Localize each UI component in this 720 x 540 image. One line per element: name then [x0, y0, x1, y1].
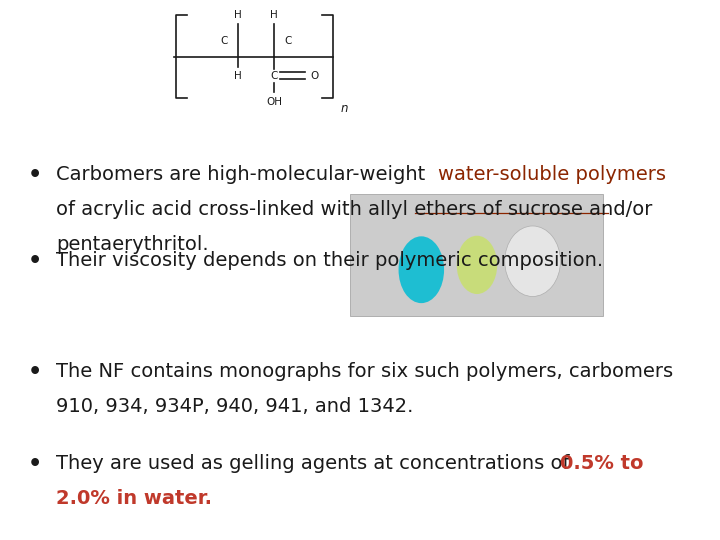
Text: O: O — [311, 71, 319, 80]
Text: OH: OH — [266, 97, 282, 107]
Text: H: H — [234, 71, 242, 80]
Text: 2.0% in water.: 2.0% in water. — [56, 489, 212, 508]
Text: of acrylic acid cross-linked with allyl ethers of sucrose and/or: of acrylic acid cross-linked with allyl … — [56, 200, 652, 219]
Text: •: • — [27, 251, 42, 271]
Text: C: C — [220, 36, 228, 46]
Text: C: C — [271, 71, 278, 80]
Text: 910, 934, 934P, 940, 941, and 1342.: 910, 934, 934P, 940, 941, and 1342. — [56, 397, 413, 416]
Text: C: C — [284, 36, 292, 46]
Text: •: • — [27, 454, 42, 474]
Text: •: • — [27, 362, 42, 382]
Text: water-soluble polymers: water-soluble polymers — [438, 165, 665, 184]
Text: pentaerythritol.: pentaerythritol. — [56, 235, 209, 254]
Text: 0.5% to: 0.5% to — [559, 454, 643, 472]
Text: Carbomers are high-molecular-weight: Carbomers are high-molecular-weight — [56, 165, 431, 184]
Ellipse shape — [399, 237, 444, 303]
Ellipse shape — [505, 226, 560, 296]
Text: Their viscosity depends on their polymeric composition.: Their viscosity depends on their polymer… — [56, 251, 603, 270]
Text: n: n — [340, 102, 348, 114]
Text: The NF contains monographs for six such polymers, carbomers: The NF contains monographs for six such … — [56, 362, 673, 381]
Text: They are used as gelling agents at concentrations of: They are used as gelling agents at conce… — [56, 454, 576, 472]
Text: H: H — [271, 10, 278, 21]
Ellipse shape — [456, 235, 498, 294]
Text: •: • — [27, 165, 42, 185]
Bar — [351, 194, 603, 316]
Text: H: H — [234, 10, 242, 21]
